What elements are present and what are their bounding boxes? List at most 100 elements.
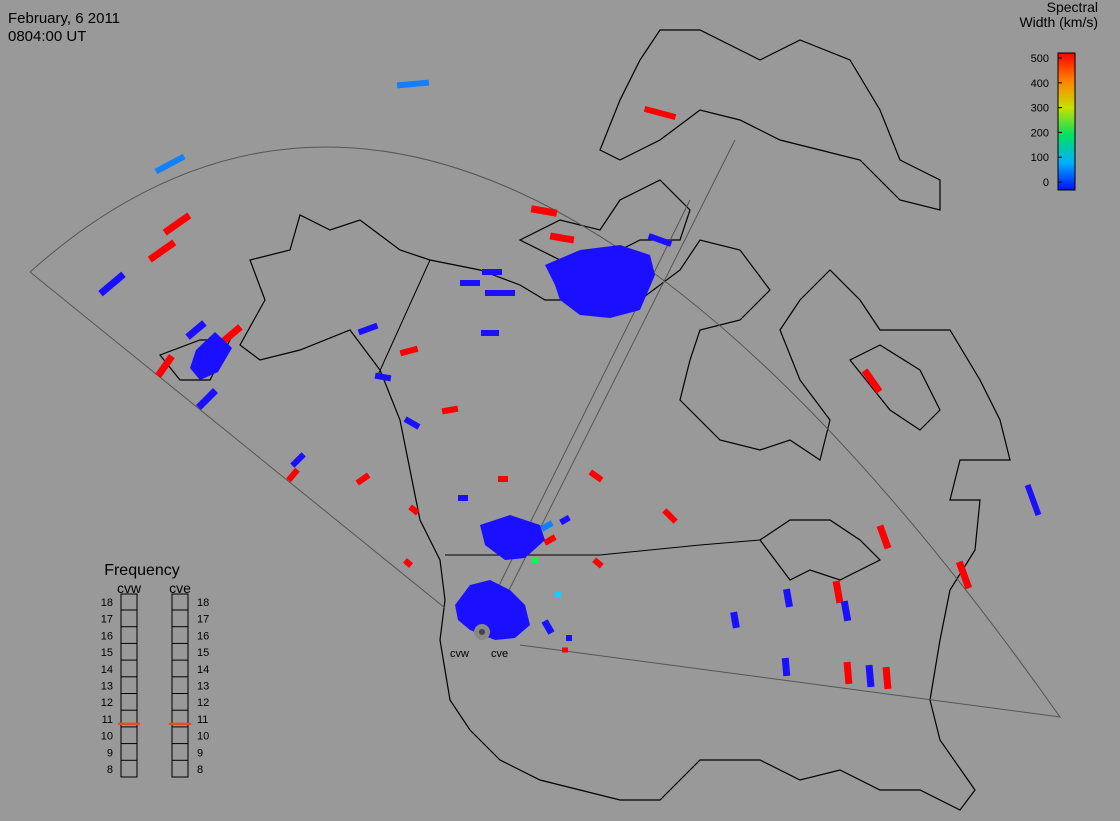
frequency-tick-label: 16 xyxy=(101,630,113,642)
frequency-tick-label: 10 xyxy=(197,731,209,743)
colorbar-tick-label: 200 xyxy=(1031,127,1049,139)
radar-cells xyxy=(98,79,1042,690)
radar-cell xyxy=(441,405,459,415)
colorbar-tick-label: 500 xyxy=(1031,53,1049,65)
radar-cell xyxy=(286,467,300,483)
radar-cell xyxy=(876,524,892,550)
radar-cell xyxy=(541,619,555,635)
colorbar xyxy=(1057,52,1076,191)
colorbar-ticks: 0 100 200 300 400 500 xyxy=(1031,53,1062,189)
frequency-tick-label: 12 xyxy=(101,697,113,709)
radar-cell xyxy=(498,476,508,482)
radar-cell xyxy=(98,271,126,297)
radar-cell xyxy=(832,580,844,604)
radar-cell xyxy=(861,368,883,394)
radar-cell xyxy=(532,557,538,563)
frequency-tick-label: 15 xyxy=(197,647,209,659)
radar-cell xyxy=(643,105,677,121)
frequency-tick-label: 8 xyxy=(197,764,203,776)
frequency-tick-label: 9 xyxy=(197,747,203,759)
radar-cell xyxy=(155,354,175,378)
radar-site xyxy=(479,629,485,635)
frequency-tick-label: 16 xyxy=(197,630,209,642)
site-label: cve xyxy=(491,648,508,660)
frequency-panel: 8 8 9 9 10 10 11 11 12 12 13 13 14 14 15 15 16 16 17 17 18 18 xyxy=(101,593,209,778)
radar-cell xyxy=(882,666,892,690)
radar-cell xyxy=(221,324,243,344)
radar-cell xyxy=(555,592,561,598)
time: 0804:00 UT xyxy=(8,28,86,45)
radar-cell xyxy=(662,508,678,524)
radar-cell xyxy=(530,205,558,217)
radar-cell xyxy=(843,661,853,685)
site-label: cvw xyxy=(450,648,469,660)
radar-name: cvw xyxy=(117,580,142,596)
frequency-tick-label: 10 xyxy=(101,731,113,743)
radar-cell xyxy=(559,514,571,526)
radar-cell xyxy=(588,469,604,483)
radar-cell-cluster xyxy=(190,332,232,380)
frequency-tick-label: 9 xyxy=(107,747,113,759)
radar-name: cve xyxy=(169,580,191,596)
radar-cell xyxy=(647,233,673,247)
frequency-title: Frequency xyxy=(104,562,180,579)
radar-cell xyxy=(399,345,419,357)
radar-cell xyxy=(540,520,554,532)
frequency-tick-label: 15 xyxy=(101,647,113,659)
radar-cell xyxy=(566,635,572,641)
radar-cell xyxy=(396,79,430,89)
colorbar-tick-label: 0 xyxy=(1043,177,1049,189)
radar-cell xyxy=(955,560,973,590)
radar-cell-cluster xyxy=(545,245,655,318)
frequency-tick-label: 14 xyxy=(101,664,113,676)
radar-cell xyxy=(562,647,568,653)
radar-cell xyxy=(357,322,379,336)
frequency-tick-label: 14 xyxy=(197,664,209,676)
radar-cell xyxy=(147,239,177,263)
colorbar-title: Spectral xyxy=(1047,0,1098,15)
frequency-tick-label: 11 xyxy=(197,714,208,726)
radar-cell xyxy=(1024,483,1042,517)
radar-cell xyxy=(196,388,218,410)
radar-cell xyxy=(290,452,306,468)
radar-cell xyxy=(408,504,420,516)
colorbar-tick-label: 400 xyxy=(1031,78,1049,90)
radar-cell xyxy=(543,534,557,546)
radar-cell xyxy=(865,664,875,688)
radar-cell xyxy=(355,472,371,486)
radar-cell-cluster xyxy=(455,580,530,640)
radar-cell xyxy=(374,372,392,382)
radar-cell xyxy=(154,153,186,175)
frequency-tick-label: 17 xyxy=(101,614,113,626)
frequency-tick-label: 8 xyxy=(107,764,113,776)
colorbar-tick-label: 300 xyxy=(1031,103,1049,115)
radar-cell xyxy=(782,588,794,608)
radar-cell xyxy=(482,269,502,275)
radar-cell xyxy=(458,495,468,501)
frequency-tick-label: 18 xyxy=(101,597,113,609)
radar-cell xyxy=(403,558,413,568)
frequency-tick-label: 18 xyxy=(197,597,209,609)
colorbar-tick-label: 100 xyxy=(1031,152,1049,164)
radar-cell xyxy=(840,600,852,622)
radar-cell xyxy=(162,212,192,236)
frequency-tick-label: 12 xyxy=(197,697,209,709)
radar-cell xyxy=(730,611,740,629)
frequency-tick-label: 13 xyxy=(101,681,113,693)
radar-cell xyxy=(592,557,604,569)
radar-cell xyxy=(403,416,421,430)
radar-cell xyxy=(781,657,791,677)
frequency-tick-label: 17 xyxy=(197,614,209,626)
radar-cell xyxy=(549,232,575,244)
radar-cell xyxy=(460,280,480,286)
frequency-tick-label: 13 xyxy=(197,681,209,693)
colorbar-title: Width (km/s) xyxy=(1019,14,1098,30)
radar-cell xyxy=(185,320,207,340)
radar-cell-cluster xyxy=(480,515,545,560)
radar-cell xyxy=(485,290,515,296)
radar-cell xyxy=(481,330,499,336)
date: February, 6 2011 xyxy=(8,10,120,27)
frequency-tick-label: 11 xyxy=(102,714,113,726)
